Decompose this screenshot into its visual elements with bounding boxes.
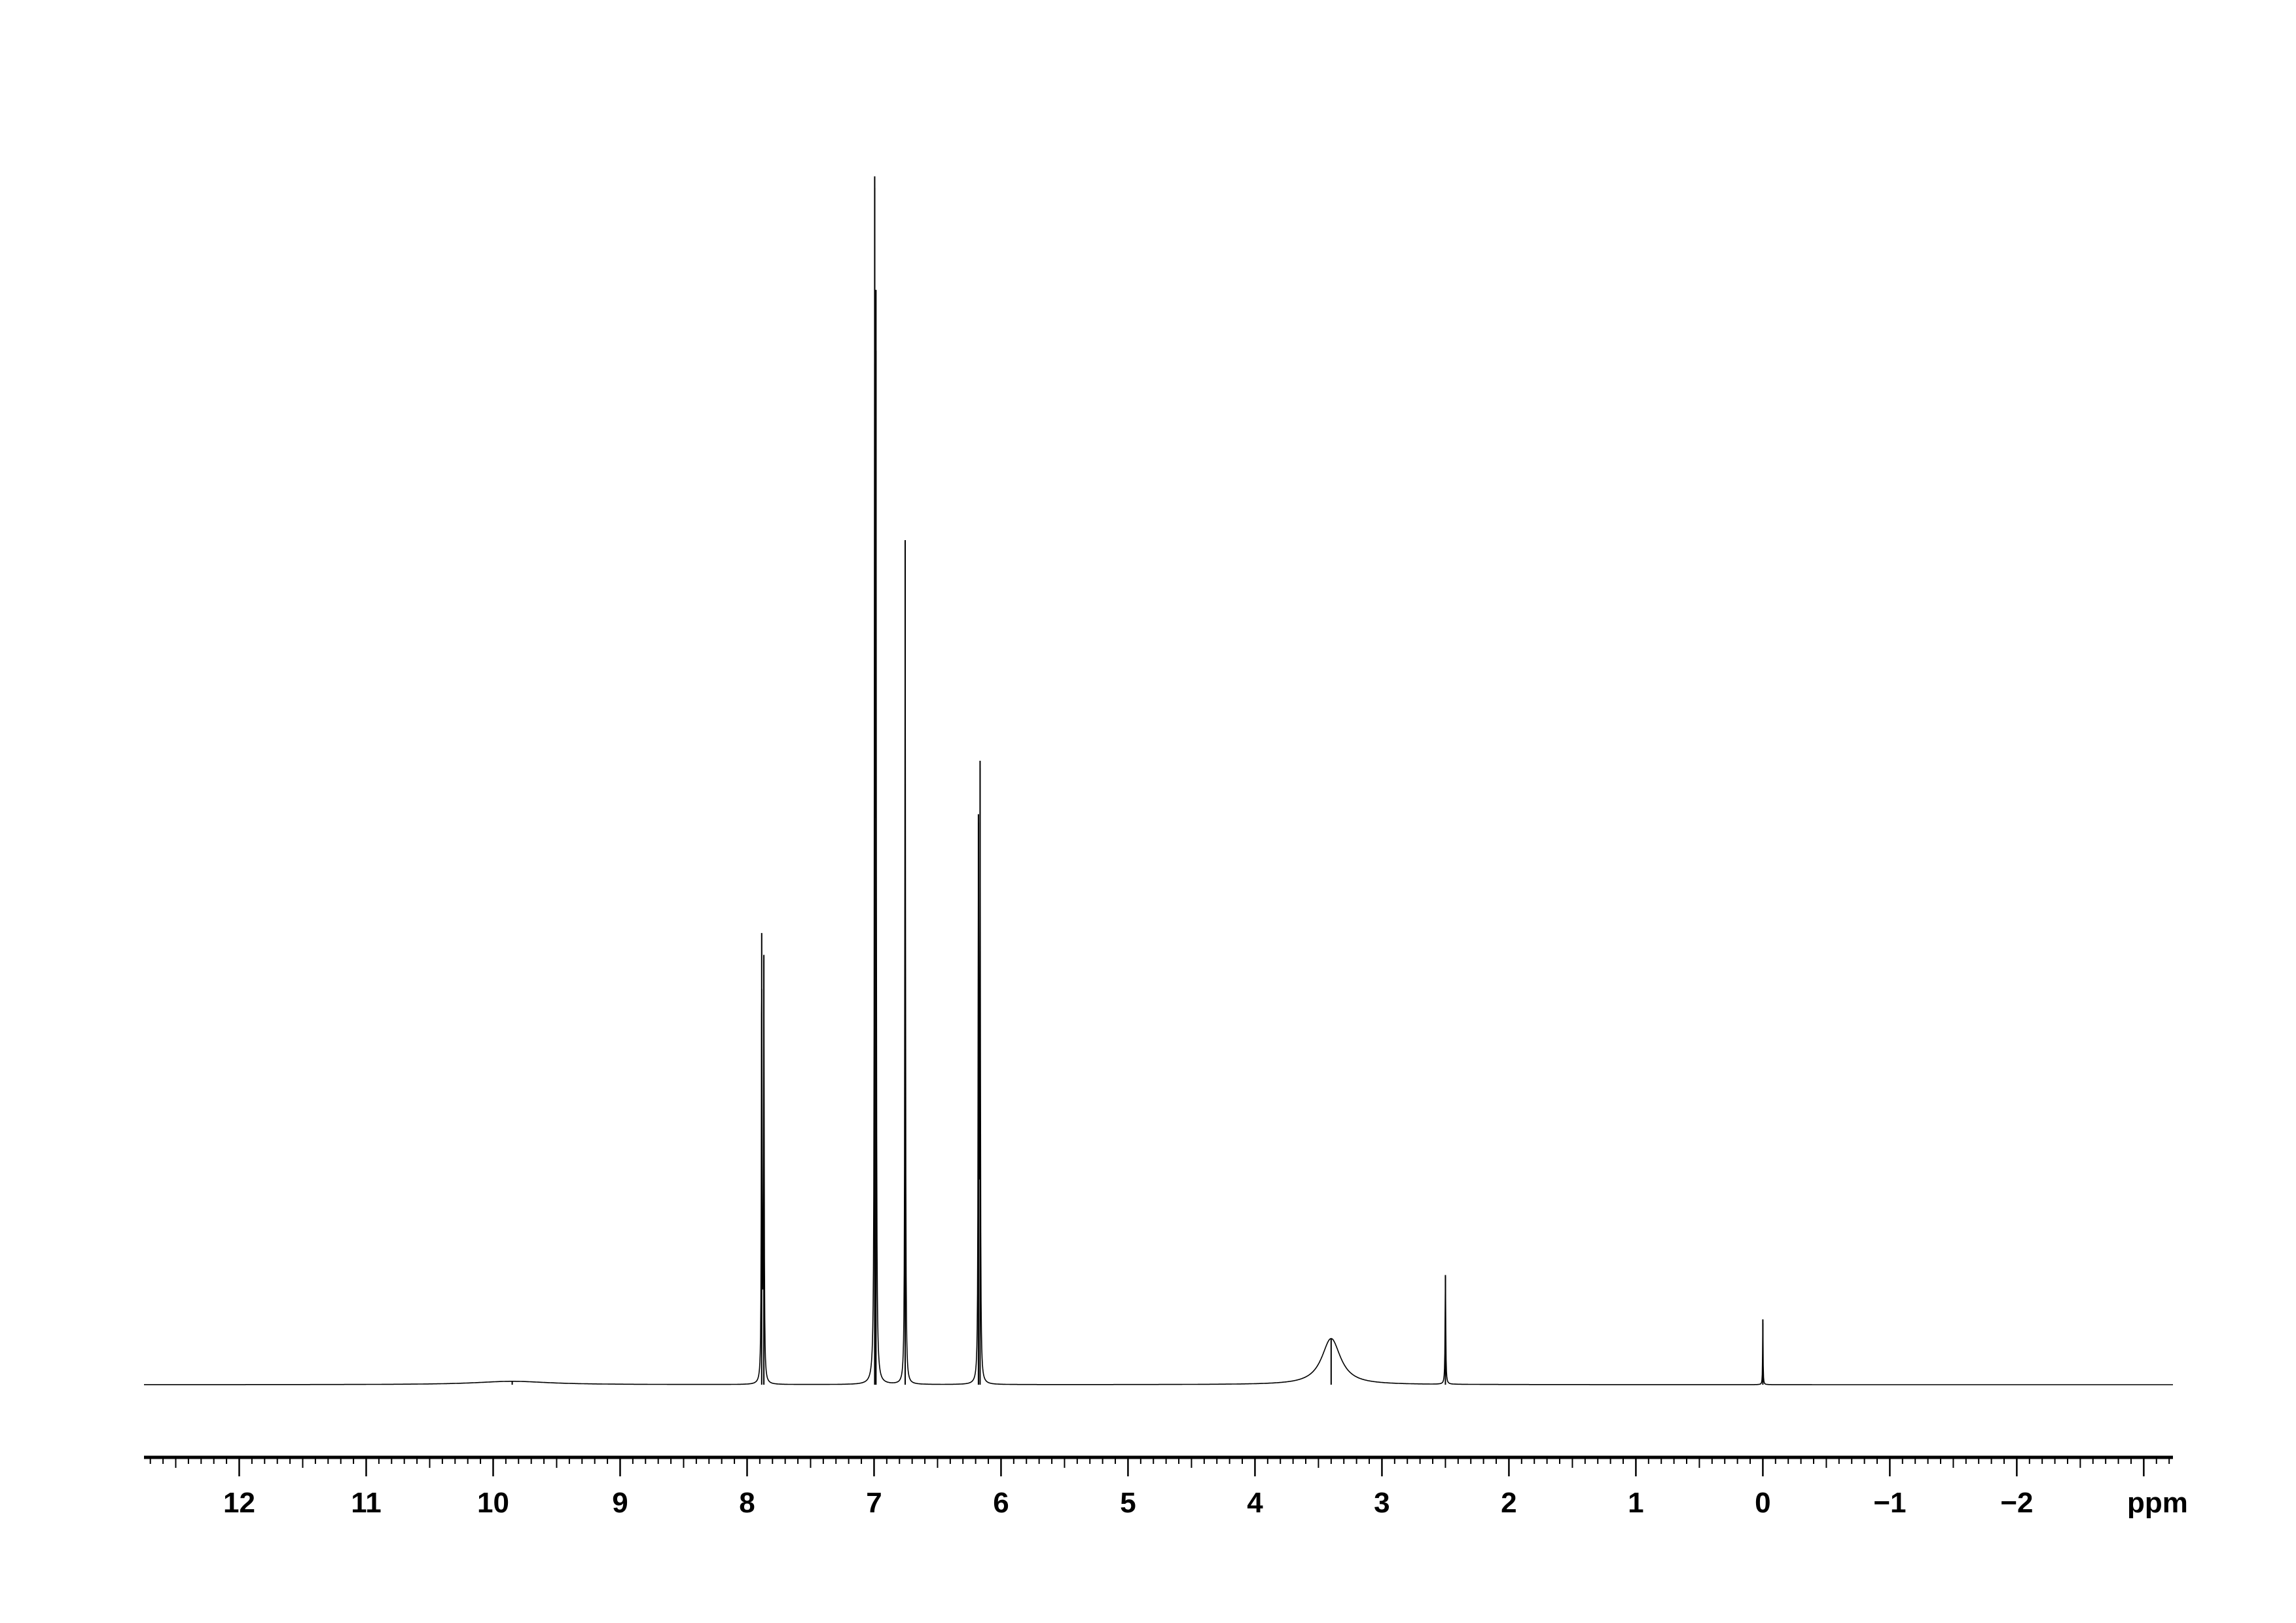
x-tick-label: 10 <box>477 1487 509 1519</box>
x-tick-label: 3 <box>1374 1487 1390 1519</box>
x-tick-label: 7 <box>866 1487 882 1519</box>
x-tick-label: 6 <box>993 1487 1009 1519</box>
x-axis: 12 11 10 9 8 7 6 5 4 3 2 1 0 −1 −2 <box>144 1455 2173 1519</box>
x-tick-label: 0 <box>1755 1487 1770 1519</box>
x-axis-label: ppm <box>2127 1487 2188 1519</box>
x-tick-label: 11 <box>351 1487 382 1519</box>
x-tick-label: 1 <box>1628 1487 1643 1519</box>
x-tick-label: 9 <box>612 1487 628 1519</box>
x-tick-label: 2 <box>1501 1487 1516 1519</box>
x-tick-label: 4 <box>1247 1487 1263 1519</box>
x-tick-label: −1 <box>1873 1487 1906 1519</box>
spectrum-line <box>144 187 2173 1385</box>
x-tick-label: 8 <box>739 1487 755 1519</box>
x-tick-label: 5 <box>1120 1487 1136 1519</box>
spectrum-layer <box>144 176 2173 1385</box>
x-tick-label: 12 <box>223 1487 255 1519</box>
x-tick-label: −2 <box>2000 1487 2033 1519</box>
